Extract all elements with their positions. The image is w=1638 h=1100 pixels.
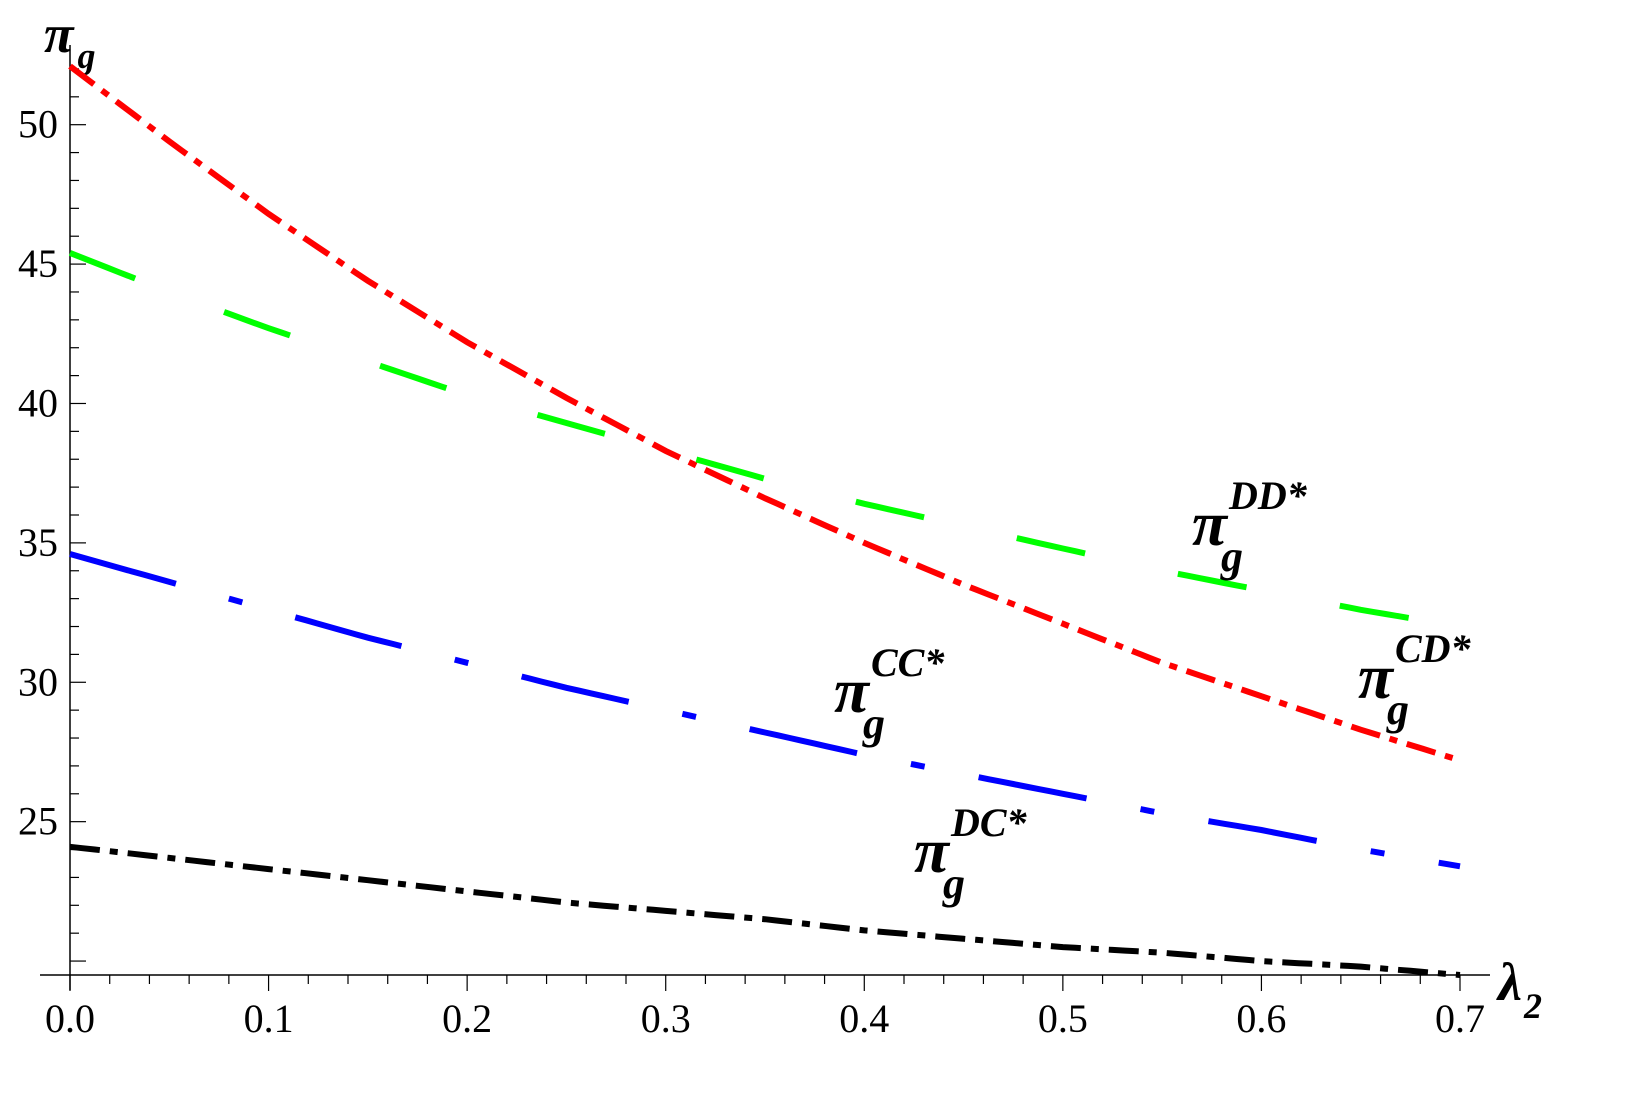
axes: 0.0 0.1 0.2 0.3 0.4 0.5 0.6 0.7 25 30 35 40 45 50 π g λ2 xyxy=(18,4,1542,1041)
series-line-dc xyxy=(69,843,1461,978)
curve-labels: πgCD* πgDD* πgCC* πgDC* xyxy=(834,473,1472,908)
x-tick-label: 0.1 xyxy=(244,996,294,1041)
curve-label-cd: πgCD* xyxy=(1358,626,1472,734)
y-tick-label: 50 xyxy=(18,102,58,147)
series-line-cd xyxy=(68,63,1461,764)
x-tick-label: 0.7 xyxy=(1435,996,1485,1041)
x-tick-label: 0.4 xyxy=(839,996,889,1041)
x-tick-label: 0.0 xyxy=(45,996,95,1041)
y-tick-label: 30 xyxy=(18,659,58,704)
curve-label-cc: πgCC* xyxy=(834,640,945,748)
x-axis-label: λ2 xyxy=(1496,952,1542,1026)
curve-label-dc: πgDC* xyxy=(914,800,1028,908)
series-layer xyxy=(68,63,1461,978)
series-line-dd xyxy=(68,250,1461,630)
series-line-cc xyxy=(69,551,1461,870)
x-tick-label: 0.2 xyxy=(442,996,492,1041)
y-tick-label: 35 xyxy=(18,520,58,565)
x-tick-label: 0.5 xyxy=(1038,996,1088,1041)
y-tick-label: 40 xyxy=(18,380,58,425)
y-tick-label: 25 xyxy=(18,799,58,844)
y-tick-label: 45 xyxy=(18,241,58,286)
curve-label-dd: πgDD* xyxy=(1192,473,1308,581)
x-tick-label: 0.3 xyxy=(641,996,691,1041)
x-tick-label: 0.6 xyxy=(1236,996,1286,1041)
